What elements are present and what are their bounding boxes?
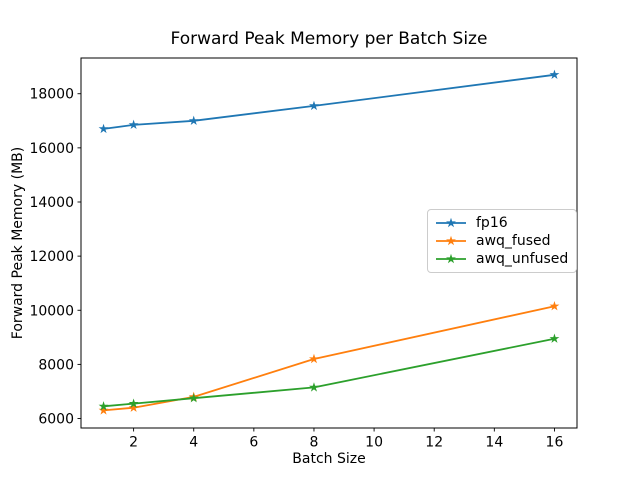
legend-label-awq-unfused: awq_unfused — [476, 251, 569, 267]
data-point-awq_fused — [549, 301, 560, 311]
data-point-awq_unfused — [188, 393, 199, 403]
legend-item-awq-fused: awq_fused — [435, 232, 568, 250]
legend: fp16 awq_fused awq_unfused — [427, 209, 578, 273]
data-point-awq_fused — [309, 353, 319, 364]
star-marker-icon — [436, 217, 466, 228]
star-marker-icon — [436, 253, 466, 264]
y-tick-label: 6000 — [38, 412, 74, 428]
x-tick-label: 10 — [365, 435, 383, 451]
y-tick-label: 8000 — [38, 357, 74, 373]
y-tick-label: 18000 — [29, 87, 74, 103]
legend-item-awq-unfused: awq_unfused — [435, 250, 568, 268]
data-point-fp16 — [128, 119, 139, 130]
x-tick-label: 8 — [310, 435, 319, 451]
y-tick-label: 10000 — [29, 303, 74, 319]
star-marker-icon — [436, 235, 466, 246]
x-tick-label: 4 — [189, 435, 198, 451]
y-tick-label: 12000 — [29, 249, 74, 265]
legend-star — [446, 235, 456, 246]
data-point-fp16 — [549, 69, 560, 79]
x-axis-label: Batch Size — [292, 451, 366, 467]
data-point-awq_unfused — [98, 401, 109, 411]
legend-star — [446, 253, 456, 264]
legend-label-awq-fused: awq_fused — [476, 233, 551, 249]
x-tick-label: 6 — [249, 435, 258, 451]
data-point-awq_unfused — [549, 333, 560, 343]
x-tick-label: 14 — [485, 435, 503, 451]
data-point-fp16 — [98, 123, 109, 134]
y-tick-label: 14000 — [29, 195, 74, 211]
x-tick-label: 12 — [425, 435, 443, 451]
legend-label-fp16: fp16 — [476, 215, 508, 231]
data-point-awq_unfused — [128, 398, 139, 408]
chart-title: Forward Peak Memory per Batch Size — [170, 29, 488, 49]
x-tick-label: 2 — [129, 435, 138, 451]
data-point-awq_fused — [98, 405, 109, 415]
data-point-awq_unfused — [309, 382, 319, 392]
data-point-fp16 — [309, 100, 319, 111]
y-axis-label: Forward Peak Memory (MB) — [10, 146, 26, 340]
data-point-awq_fused — [128, 402, 139, 412]
data-point-fp16 — [188, 115, 199, 125]
y-tick-label: 16000 — [29, 141, 74, 157]
x-tick-label: 16 — [546, 435, 564, 451]
legend-star — [446, 217, 456, 228]
legend-item-fp16: fp16 — [435, 214, 568, 232]
